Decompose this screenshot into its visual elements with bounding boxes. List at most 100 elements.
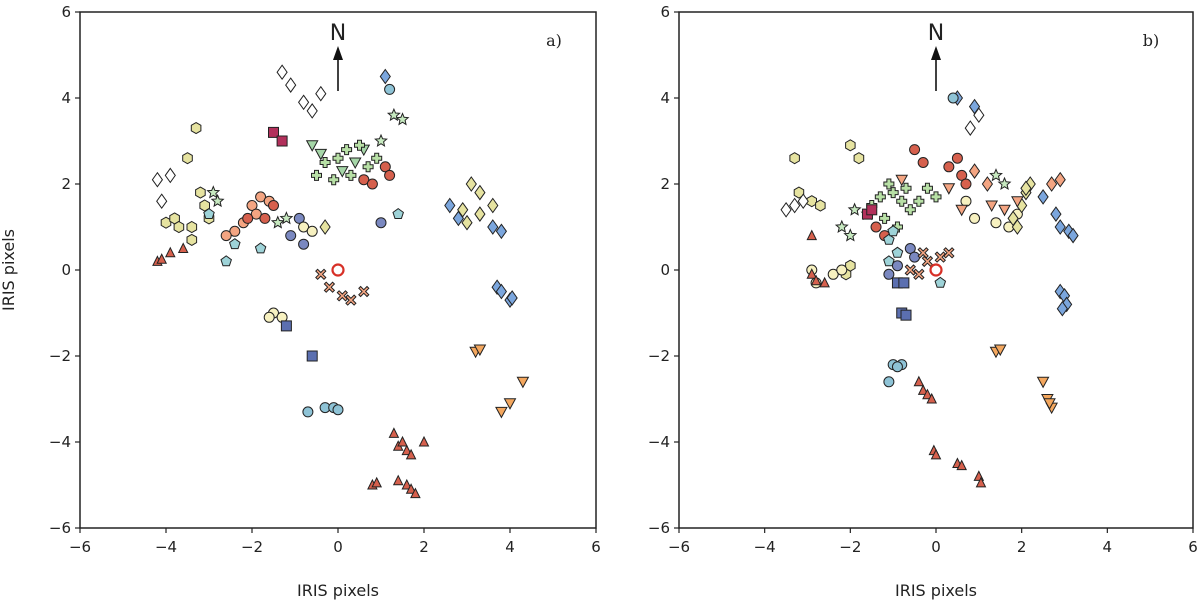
data-point xyxy=(985,200,999,213)
x-tick-label: −6 xyxy=(668,538,690,556)
scatter-panel-a: N −6−6 −4 −4 −2 −2 0 0 2 2 4 4 6 6 a) IRIS pixels IR… xyxy=(0,3,601,600)
data-point xyxy=(345,169,357,181)
north-label: N xyxy=(928,21,944,46)
data-point xyxy=(323,281,336,293)
origin-marker xyxy=(929,263,943,277)
origin-marker xyxy=(331,263,345,277)
data-point xyxy=(156,193,168,210)
data-point xyxy=(348,157,362,170)
data-point xyxy=(866,204,878,216)
data-point xyxy=(276,64,288,81)
data-point xyxy=(306,350,318,362)
x-tick-label: 0 xyxy=(931,538,941,556)
data-point xyxy=(968,163,981,179)
data-point xyxy=(853,152,865,165)
data-point xyxy=(887,187,899,199)
data-point xyxy=(375,217,387,229)
north-label: N xyxy=(330,21,346,46)
data-point xyxy=(263,311,275,323)
data-point xyxy=(917,384,929,395)
data-point xyxy=(943,247,955,259)
data-point xyxy=(1046,176,1058,192)
data-point xyxy=(384,83,396,95)
data-point xyxy=(285,77,297,93)
data-point xyxy=(926,392,938,404)
data-point xyxy=(297,94,310,111)
data-point xyxy=(883,376,895,388)
origin-point xyxy=(331,263,345,277)
data-point xyxy=(819,276,830,288)
y-tick-label: 6 xyxy=(61,3,71,21)
x-tick-label: 4 xyxy=(1103,538,1113,556)
data-point xyxy=(960,178,972,190)
data-point xyxy=(806,229,818,241)
data-point xyxy=(392,207,404,219)
data-point xyxy=(164,167,176,184)
data-point xyxy=(1020,180,1032,197)
data-point xyxy=(319,219,331,235)
data-point xyxy=(254,242,267,254)
data-point xyxy=(210,193,225,208)
data-point xyxy=(956,459,968,471)
data-point xyxy=(250,208,262,220)
data-point xyxy=(474,206,486,222)
scatter-panel-b: N −6−6 −4 −4 −2 −2 0 0 2 2 4 4 6 6 b) IRIS pixels xyxy=(648,3,1198,600)
data-point xyxy=(418,435,430,447)
data-point xyxy=(993,344,1007,357)
data-point xyxy=(270,215,285,229)
data-point xyxy=(895,174,909,187)
data-point xyxy=(870,221,882,233)
axis-ticks: −6−6 −4 −4 −2 −2 0 0 2 2 4 4 6 6 xyxy=(648,3,1198,556)
data-point xyxy=(173,220,185,234)
data-point xyxy=(362,161,374,173)
data-point xyxy=(229,238,241,250)
y-tick-label: −2 xyxy=(648,347,670,365)
data-point xyxy=(384,169,396,181)
y-tick-label: −4 xyxy=(49,433,71,451)
data-point xyxy=(186,220,198,234)
y-tick-label: −4 xyxy=(648,433,670,451)
data-point xyxy=(259,212,271,224)
data-point xyxy=(298,238,310,250)
data-point xyxy=(336,290,349,302)
data-point xyxy=(366,178,378,190)
data-point xyxy=(405,483,417,494)
data-point xyxy=(930,191,942,203)
data-point xyxy=(315,268,327,281)
data-point xyxy=(883,233,895,245)
data-point xyxy=(955,204,969,217)
scatter-points xyxy=(780,90,1079,488)
data-point xyxy=(960,195,972,207)
data-point xyxy=(293,212,305,224)
data-point xyxy=(1067,227,1079,244)
x-tick-label: −2 xyxy=(839,538,861,556)
data-point xyxy=(883,268,895,280)
data-point xyxy=(913,195,925,207)
data-point xyxy=(1036,376,1050,389)
north-arrow xyxy=(333,46,343,91)
data-point xyxy=(845,259,856,272)
data-point xyxy=(989,168,1003,182)
data-point xyxy=(268,200,279,211)
data-point xyxy=(975,476,987,488)
data-point xyxy=(789,152,800,165)
x-tick-label: −4 xyxy=(155,538,177,556)
data-point xyxy=(328,174,340,186)
data-point xyxy=(345,294,357,306)
data-point xyxy=(921,255,934,268)
data-point xyxy=(279,211,294,225)
data-point xyxy=(473,344,487,357)
panel-label: b) xyxy=(1143,31,1159,50)
data-point xyxy=(847,202,862,216)
data-point xyxy=(156,253,168,264)
data-point xyxy=(909,144,921,156)
data-point xyxy=(487,197,499,214)
data-point xyxy=(934,276,947,288)
data-point xyxy=(242,212,254,224)
data-point xyxy=(898,277,910,289)
data-point xyxy=(220,255,232,267)
data-point xyxy=(405,448,417,460)
data-point xyxy=(874,191,886,203)
data-point xyxy=(268,126,279,138)
data-point xyxy=(306,103,318,119)
